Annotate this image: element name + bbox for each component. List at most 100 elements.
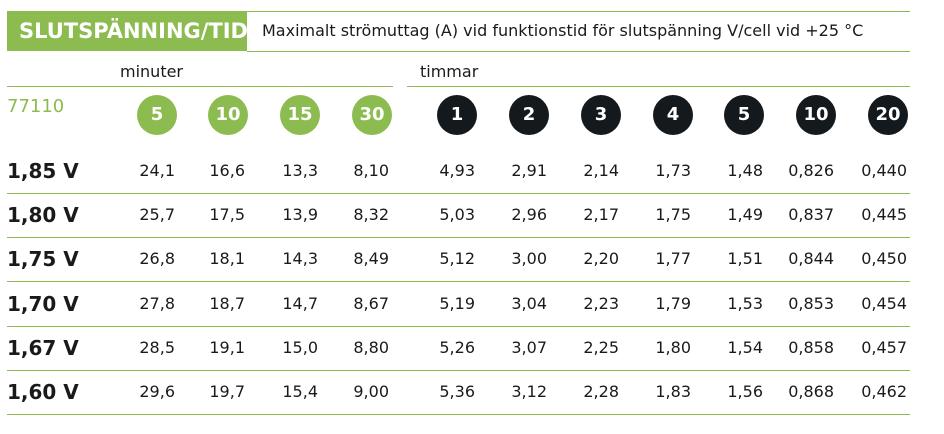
row-divider [7,281,910,282]
hours-header-2: 2 [509,95,549,135]
table-cell: 5,03 [439,205,475,224]
table-cell: 28,5 [139,338,175,357]
table-cell: 5,36 [439,382,475,401]
table-cell: 3,12 [511,382,547,401]
table-cell: 2,23 [583,294,619,313]
table-cell: 4,93 [439,161,475,180]
table-cell: 0,445 [861,205,907,224]
table-cell: 1,79 [655,294,691,313]
table-cell: 3,04 [511,294,547,313]
table-row: 1,85 V 24,1 16,6 13,3 8,10 4,93 2,91 2,14 1,73 1,… [0,149,944,193]
table-cell: 1,51 [727,249,763,268]
table-cell: 0,844 [788,249,834,268]
table-cell: 1,77 [655,249,691,268]
table-cell: 3,00 [511,249,547,268]
table-cell: 5,19 [439,294,475,313]
table-cell: 0,826 [788,161,834,180]
voltage-label: 1,70 V [7,292,79,316]
table-cell: 0,462 [861,382,907,401]
table-cell: 5,26 [439,338,475,357]
table-cell: 19,1 [209,338,245,357]
table-cell: 8,10 [353,161,389,180]
voltage-label: 1,75 V [7,247,79,271]
model-number: 77110 [7,96,65,117]
table-cell: 2,25 [583,338,619,357]
table-cell: 1,73 [655,161,691,180]
table-cell: 2,14 [583,161,619,180]
table-cell: 24,1 [139,161,175,180]
minutes-header-15: 15 [280,95,320,135]
table-title: SLUTSPÄNNING/TID [7,11,248,51]
minutes-header-10: 10 [208,95,248,135]
table-cell: 3,07 [511,338,547,357]
table-cell: 2,28 [583,382,619,401]
minutes-group-divider [7,86,393,87]
table-cell: 1,49 [727,205,763,224]
row-divider [7,193,910,194]
row-divider [7,326,910,327]
table-cell: 8,49 [353,249,389,268]
header-border [247,11,910,52]
table-cell: 13,9 [282,205,318,224]
table-cell: 29,6 [139,382,175,401]
voltage-label: 1,60 V [7,380,79,404]
hours-group-label: timmar [420,62,479,81]
table-cell: 1,53 [727,294,763,313]
table-cell: 1,75 [655,205,691,224]
minutes-group-label: minuter [120,62,184,81]
voltage-label: 1,85 V [7,159,79,183]
table-row: 1,75 V 26,8 18,1 14,3 8,49 5,12 3,00 2,20 1,77 1,… [0,237,944,281]
table-cell: 25,7 [139,205,175,224]
table-row: 1,60 V 29,6 19,7 15,4 9,00 5,36 3,12 2,28 1,83 1,… [0,370,944,414]
table-cell: 19,7 [209,382,245,401]
hours-header-4: 4 [653,95,693,135]
table-cell: 16,6 [209,161,245,180]
table-cell: 1,54 [727,338,763,357]
table-cell: 26,8 [139,249,175,268]
table-cell: 0,858 [788,338,834,357]
table-row: 1,67 V 28,5 19,1 15,0 8,80 5,26 3,07 2,25 1,80 1,… [0,326,944,370]
table-cell: 0,868 [788,382,834,401]
row-divider [7,414,910,415]
table-row: 1,80 V 25,7 17,5 13,9 8,32 5,03 2,96 2,17 1,75 1,… [0,193,944,237]
table-cell: 8,32 [353,205,389,224]
table-cell: 0,450 [861,249,907,268]
voltage-label: 1,80 V [7,203,79,227]
hours-header-10: 10 [796,95,836,135]
hours-header-1: 1 [437,95,477,135]
table-cell: 2,17 [583,205,619,224]
table-cell: 14,3 [282,249,318,268]
row-divider [7,370,910,371]
voltage-label: 1,67 V [7,336,79,360]
table-cell: 1,48 [727,161,763,180]
hours-header-20: 20 [868,95,908,135]
table-header: SLUTSPÄNNING/TID Maximalt strömuttag (A)… [7,11,910,52]
table-cell: 2,20 [583,249,619,268]
hours-header-5: 5 [724,95,764,135]
table-cell: 15,0 [282,338,318,357]
minutes-header-30: 30 [352,95,392,135]
hours-group-divider [407,86,910,87]
table-cell: 9,00 [353,382,389,401]
table-cell: 0,853 [788,294,834,313]
table-cell: 1,80 [655,338,691,357]
table-cell: 8,67 [353,294,389,313]
table-cell: 0,454 [861,294,907,313]
table-cell: 2,91 [511,161,547,180]
table-cell: 15,4 [282,382,318,401]
table-cell: 1,56 [727,382,763,401]
table-cell: 18,1 [209,249,245,268]
table-cell: 8,80 [353,338,389,357]
table-cell: 27,8 [139,294,175,313]
table-cell: 13,3 [282,161,318,180]
table-cell: 17,5 [209,205,245,224]
minutes-header-5: 5 [137,95,177,135]
table-cell: 0,440 [861,161,907,180]
table-cell: 18,7 [209,294,245,313]
table-subtitle: Maximalt strömuttag (A) vid funktionstid… [262,21,864,40]
table-cell: 5,12 [439,249,475,268]
table-row: 1,70 V 27,8 18,7 14,7 8,67 5,19 3,04 2,23 1,79 1,… [0,282,944,326]
table-cell: 0,457 [861,338,907,357]
table-cell: 2,96 [511,205,547,224]
row-divider [7,237,910,238]
